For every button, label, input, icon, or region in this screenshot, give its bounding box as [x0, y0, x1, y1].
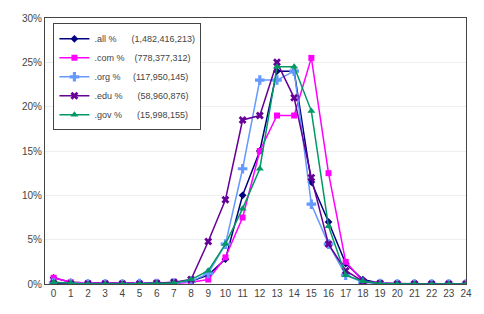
svg-text:13: 13 [271, 288, 283, 299]
svg-text:0: 0 [51, 288, 57, 299]
svg-text:5: 5 [137, 288, 143, 299]
svg-text:30%: 30% [22, 13, 42, 24]
svg-text:3: 3 [102, 288, 108, 299]
svg-text:15%: 15% [22, 146, 42, 157]
svg-text:.all % (1,482,416,213): .all % (1,482,416,213) [94, 34, 195, 44]
svg-text:7: 7 [171, 288, 177, 299]
svg-text:.com % (778,377,312): .com % (778,377,312) [94, 53, 190, 63]
svg-text:9: 9 [205, 288, 211, 299]
svg-text:18: 18 [357, 288, 369, 299]
svg-text:.edu % (58,960,876): .edu % (58,960,876) [94, 91, 188, 101]
svg-text:11: 11 [237, 288, 248, 299]
svg-text:2: 2 [85, 288, 91, 299]
svg-text:5%: 5% [28, 234, 43, 245]
svg-text:17: 17 [340, 288, 352, 299]
svg-text:8: 8 [188, 288, 194, 299]
svg-text:24: 24 [460, 288, 472, 299]
svg-text:19: 19 [375, 288, 387, 299]
svg-text:6: 6 [154, 288, 160, 299]
svg-text:16: 16 [323, 288, 335, 299]
svg-text:0%: 0% [28, 279, 43, 290]
svg-text:21: 21 [409, 288, 421, 299]
svg-text:15: 15 [306, 288, 318, 299]
svg-text:4: 4 [120, 288, 126, 299]
svg-text:.gov % (15,998,155): .gov % (15,998,155) [94, 110, 188, 120]
svg-text:20%: 20% [22, 101, 42, 112]
svg-text:14: 14 [289, 288, 301, 299]
svg-text:23: 23 [443, 288, 455, 299]
svg-text:12: 12 [254, 288, 266, 299]
svg-text:1: 1 [68, 288, 74, 299]
svg-text:.org % (117,950,145): .org % (117,950,145) [94, 72, 188, 82]
svg-text:10: 10 [220, 288, 232, 299]
svg-text:10%: 10% [22, 190, 42, 201]
svg-text:22: 22 [426, 288, 438, 299]
svg-text:20: 20 [392, 288, 404, 299]
svg-text:25%: 25% [22, 57, 42, 68]
